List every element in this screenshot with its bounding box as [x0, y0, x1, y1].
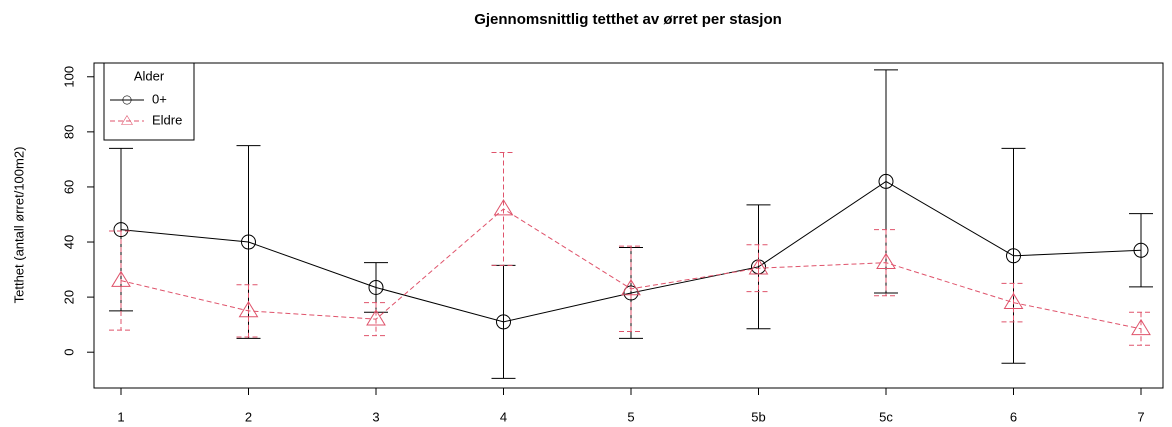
series-line [120, 208, 1142, 330]
point [623, 285, 639, 301]
point [111, 270, 131, 287]
legend-marker [122, 95, 132, 105]
point [876, 252, 896, 270]
point [238, 300, 259, 318]
x-tick-label: 6 [1010, 409, 1017, 424]
point [1003, 292, 1024, 309]
x-tick-label: 3 [372, 409, 379, 424]
x-tick-label: 2 [245, 409, 252, 424]
point [493, 199, 514, 216]
point [241, 234, 256, 250]
x-tick-label: 7 [1137, 409, 1144, 424]
point [366, 309, 386, 326]
point [368, 279, 384, 295]
legend-box [103, 62, 195, 141]
legend-marker [121, 115, 133, 125]
x-tick-label: 5c [879, 409, 893, 424]
y-tick-label: 40 [61, 235, 76, 249]
point [748, 258, 769, 275]
legend-label: Eldre [152, 112, 182, 127]
y-axis-title: Tetthet (antall ørret/100m2) [11, 147, 26, 304]
y-tick-label: 0 [61, 349, 76, 356]
y-tick-label: 20 [61, 290, 76, 304]
legend-title: Alder [134, 68, 165, 83]
error-bar [1129, 213, 1153, 288]
x-tick-label: 5b [751, 409, 765, 424]
error-bar [109, 230, 133, 331]
point [878, 173, 894, 189]
legend-label: 0+ [152, 91, 167, 106]
y-tick-label: 80 [61, 125, 76, 139]
plot-frame [93, 62, 1164, 389]
x-tick-label: 4 [500, 409, 507, 424]
y-tick-label: 60 [61, 180, 76, 194]
point [1133, 242, 1149, 258]
point [496, 314, 511, 330]
x-tick-label: 5 [627, 409, 634, 424]
point [1131, 318, 1151, 336]
y-tick-label: 100 [61, 66, 76, 88]
point [113, 222, 129, 238]
error-bar [746, 244, 771, 293]
point [621, 278, 641, 296]
point [1006, 248, 1021, 264]
x-tick-label: 1 [117, 409, 124, 424]
series-line [120, 180, 1142, 323]
legend: Alder 0+ Eldre [103, 62, 195, 141]
chart-title: Gjennomsnittlig tetthet av ørret per sta… [474, 11, 782, 28]
